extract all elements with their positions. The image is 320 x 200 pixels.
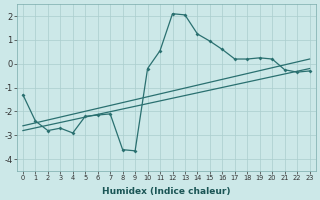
X-axis label: Humidex (Indice chaleur): Humidex (Indice chaleur) bbox=[102, 187, 230, 196]
